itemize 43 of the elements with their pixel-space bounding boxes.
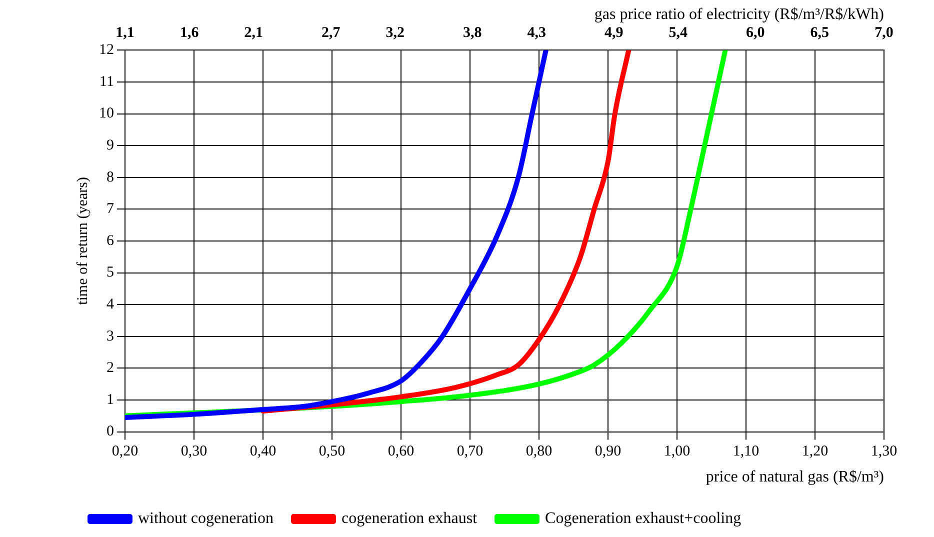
legend-label: without cogeneration bbox=[138, 510, 274, 528]
legend-label: Cogeneration exhaust+cooling bbox=[545, 510, 742, 528]
x-tick-label: 0,40 bbox=[250, 444, 276, 460]
x2-tick-label: 5,4 bbox=[668, 25, 688, 42]
y-tick-label: 7 bbox=[106, 201, 114, 218]
legend-label: cogeneration exhaust bbox=[342, 510, 478, 528]
x2-tick-label: 2,1 bbox=[244, 25, 264, 42]
x2-tick-label: 4,3 bbox=[527, 25, 546, 42]
x2-tick-label: 7,0 bbox=[874, 25, 894, 42]
y-tick-label: 4 bbox=[106, 296, 114, 313]
x-tick-label: 1,00 bbox=[664, 444, 690, 460]
x-tick-label: 0,70 bbox=[456, 444, 484, 460]
y-tick-label: 8 bbox=[106, 169, 114, 186]
x-tick-label: 0,30 bbox=[180, 444, 208, 460]
x2-axis-title: gas price ratio of electricity (R$/m³/R$/kWh) bbox=[594, 6, 884, 23]
x2-tick-label: 1,6 bbox=[180, 25, 200, 42]
x2-tick-label: 1,1 bbox=[116, 25, 134, 42]
y-axis-title: time of return (years) bbox=[74, 177, 91, 305]
x-tick-label: 0,60 bbox=[388, 444, 414, 460]
y-tick-label: 9 bbox=[106, 138, 114, 154]
x-tick-label: 1,20 bbox=[802, 444, 828, 460]
x-tick-label: 0,20 bbox=[112, 444, 138, 460]
x2-tick-label: 6,5 bbox=[810, 25, 830, 42]
x-tick-label: 0,50 bbox=[318, 444, 346, 460]
y-tick-label: 5 bbox=[106, 264, 114, 281]
y-tick-label: 1 bbox=[106, 392, 114, 408]
y-tick-label: 0 bbox=[106, 424, 114, 440]
x-tick-label: 0,90 bbox=[594, 444, 622, 460]
x2-tick-label: 3,2 bbox=[386, 25, 405, 42]
y-tick-label: 10 bbox=[99, 106, 114, 122]
y-tick-label: 6 bbox=[106, 232, 114, 249]
y-tick-label: 11 bbox=[100, 74, 114, 90]
x-axis-title: price of natural gas (R$/m³) bbox=[706, 468, 884, 486]
y-tick-label: 12 bbox=[99, 42, 114, 58]
x-tick-label: 1,30 bbox=[870, 444, 898, 460]
x2-tick-label: 6,0 bbox=[746, 25, 765, 42]
x2-tick-label: 4,9 bbox=[604, 25, 624, 42]
x-tick-label: 0,80 bbox=[526, 444, 552, 460]
y-tick-label: 2 bbox=[106, 360, 114, 376]
x2-tick-label: 3,8 bbox=[462, 25, 482, 42]
x2-tick-label: 2,7 bbox=[321, 25, 341, 42]
x-tick-label: 1,10 bbox=[732, 444, 760, 460]
y-tick-label: 3 bbox=[106, 328, 114, 344]
